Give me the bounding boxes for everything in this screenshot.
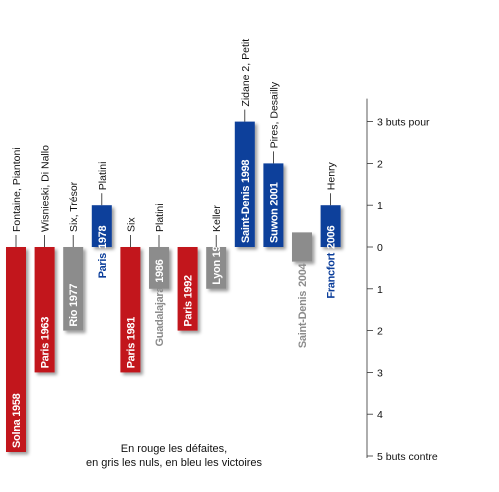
axis-tick-label: 1	[377, 284, 383, 296]
axis-tick-label: 3	[377, 367, 383, 379]
scorers-label: Pires, Desailly	[268, 81, 280, 148]
scorers-label: Henry	[326, 161, 338, 190]
match-3: Paris 1978 Platini	[91, 162, 112, 279]
match-label: Paris 1978	[97, 226, 109, 279]
match-label-place: Guadalajara	[154, 286, 166, 347]
bar-defaite	[177, 247, 198, 331]
bars-layer: Solna 1958 Fontaine, Piantoni Paris 1963 Wi…	[6, 39, 341, 452]
match-label-year: 1978	[97, 226, 109, 249]
match-label: Solna 1958	[11, 393, 23, 448]
match-label: Rio 1977	[68, 284, 80, 327]
match-label-place: Paris	[97, 253, 109, 279]
match-0: Solna 1958 Fontaine, Piantoni	[6, 147, 26, 452]
legend-note-line-2: en gris les nuls, en bleu les victoires	[86, 457, 263, 469]
legend-note-line-1: En rouge les défaites,	[121, 443, 227, 455]
match-label: Francfort 2006	[326, 226, 338, 299]
bar-victoire	[234, 121, 255, 247]
bar-victoire	[91, 205, 112, 247]
match-label: Paris 1963	[40, 317, 52, 369]
match-label-year: 1986	[154, 259, 166, 282]
axis-tick-label: 4	[377, 409, 383, 421]
match-11: Francfort 2006 Henry	[320, 161, 341, 299]
match-label-place: Francfort	[326, 252, 338, 298]
match-7: Lyon 1997 Keller	[206, 205, 227, 289]
axis-tick-label: 2	[377, 158, 383, 170]
match-label: Guadalajara 1986	[154, 259, 166, 346]
scorers-label: Wisnieski, Di Nallo	[40, 145, 52, 232]
match-1: Paris 1963 Wisnieski, Di Nallo	[34, 145, 55, 373]
bar-nul	[63, 247, 84, 331]
match-label: Saint-Denis 2004	[297, 262, 309, 348]
axis-tick-label: 3 buts pour	[377, 117, 430, 129]
match-2: Rio 1977 Six, Trésor	[63, 181, 84, 331]
scorers-label: Keller	[211, 205, 223, 232]
bar-nul	[149, 247, 169, 289]
axis-tick-label: 2	[377, 326, 383, 338]
value-axis: 3 buts pour 2 1 0 1 2 3 4 5 buts contre	[366, 98, 438, 463]
match-6: Paris 1992	[177, 247, 198, 331]
match-label-year: 2006	[326, 226, 338, 249]
scorers-label: Zidane 2, Petit	[240, 39, 252, 107]
bar-victoire	[320, 205, 341, 247]
bar-defaite	[120, 247, 141, 373]
axis-tick-label: 5 buts contre	[377, 451, 438, 463]
match-label: Lyon 1997	[211, 234, 223, 285]
bar-defaite	[6, 247, 26, 452]
scorers-label: Platini	[97, 162, 109, 191]
match-label: Paris 1992	[183, 275, 195, 327]
match-5: Guadalajara 1986 Platini	[149, 203, 169, 346]
scorers-label: Platini	[154, 203, 166, 232]
scorers-label: Fontaine, Piantoni	[11, 147, 23, 232]
match-8: Saint-Denis 1998 Zidane 2, Petit	[234, 39, 255, 247]
scorers-label: Six, Trésor	[68, 181, 80, 232]
scorers-label: Six	[125, 217, 137, 232]
bar-nul	[292, 232, 312, 262]
bar-nul	[206, 247, 227, 289]
match-label: Paris 1981	[125, 317, 137, 369]
bar-victoire	[263, 163, 284, 247]
match-label-place: Saint-Denis	[297, 291, 309, 348]
match-9: Suwon 2001 Pires, Desailly	[263, 81, 284, 247]
axis-tick-label: 0	[377, 242, 383, 254]
match-label: Suwon 2001	[268, 182, 280, 243]
match-label: Saint-Denis 1998	[240, 160, 252, 243]
match-4: Paris 1981 Six	[120, 217, 141, 373]
match-label-year: 2004	[297, 262, 309, 286]
match-10: Saint-Denis 2004	[292, 232, 312, 348]
bar-defaite	[34, 247, 55, 373]
axis-tick-label: 1	[377, 200, 383, 212]
